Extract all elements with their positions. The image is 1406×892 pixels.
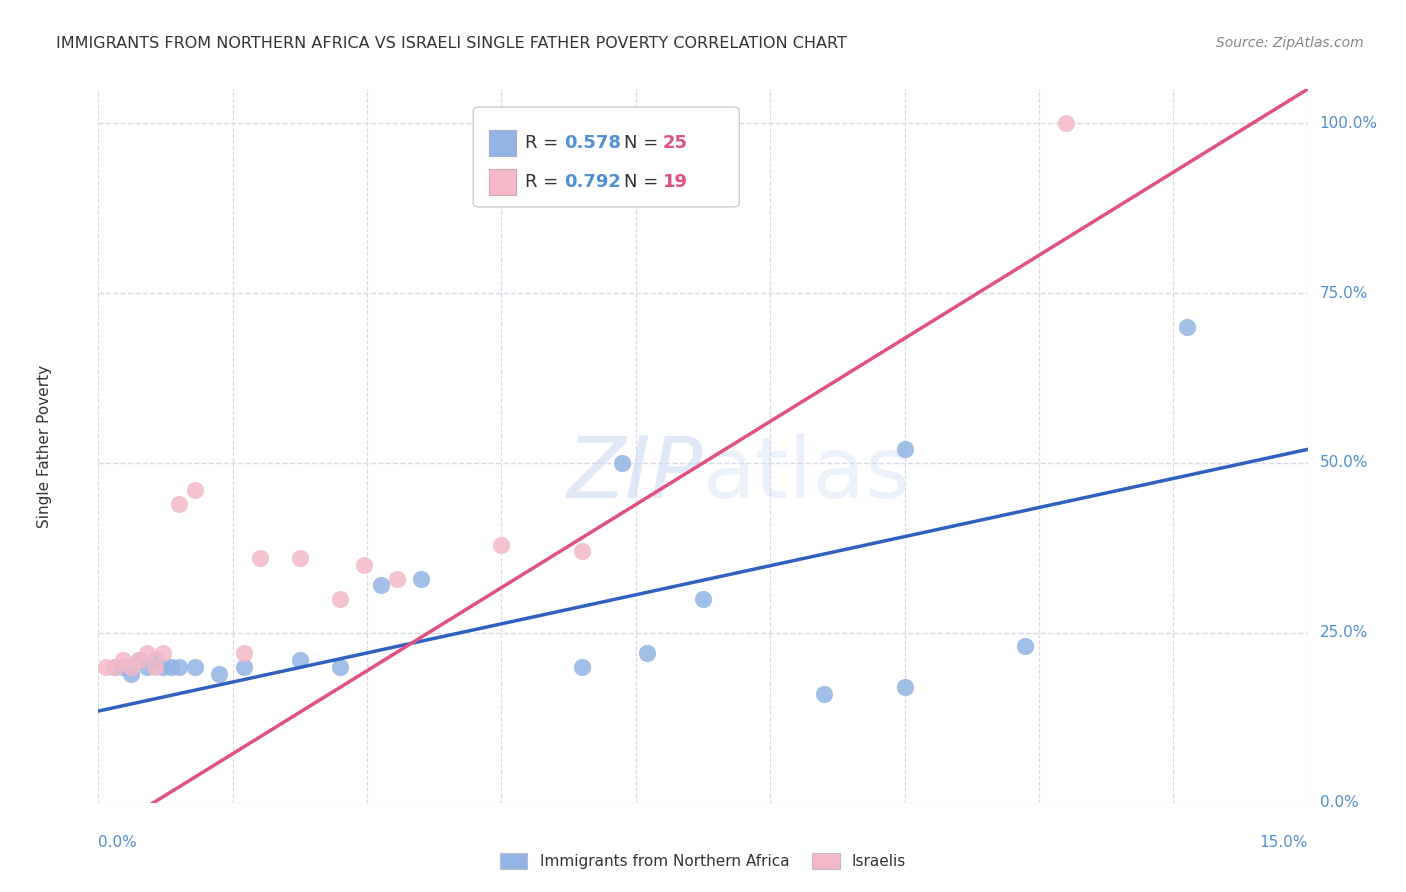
- Point: [491, 537, 513, 551]
- Point: [120, 666, 142, 681]
- Text: Single Father Poverty: Single Father Poverty: [37, 365, 52, 527]
- Point: [184, 483, 207, 498]
- Point: [571, 660, 593, 674]
- Point: [288, 653, 311, 667]
- Text: 75.0%: 75.0%: [1320, 285, 1368, 301]
- Point: [111, 660, 134, 674]
- Text: N =: N =: [624, 173, 665, 191]
- Text: 15.0%: 15.0%: [1260, 835, 1308, 850]
- Text: Source: ZipAtlas.com: Source: ZipAtlas.com: [1216, 36, 1364, 50]
- Point: [143, 660, 166, 674]
- Point: [167, 497, 190, 511]
- Point: [208, 666, 231, 681]
- Point: [1014, 640, 1036, 654]
- Point: [636, 646, 658, 660]
- Point: [232, 660, 254, 674]
- Point: [385, 572, 408, 586]
- Point: [143, 653, 166, 667]
- FancyBboxPatch shape: [474, 107, 740, 207]
- Text: 0.792: 0.792: [564, 173, 621, 191]
- Point: [152, 660, 174, 674]
- Text: 0.0%: 0.0%: [1320, 796, 1358, 810]
- Point: [167, 660, 190, 674]
- Text: 25.0%: 25.0%: [1320, 625, 1368, 640]
- Text: R =: R =: [526, 173, 564, 191]
- Point: [288, 551, 311, 566]
- Text: R =: R =: [526, 134, 564, 152]
- Point: [571, 544, 593, 558]
- Point: [893, 442, 915, 457]
- Bar: [489, 130, 516, 155]
- Point: [612, 456, 634, 470]
- Point: [370, 578, 392, 592]
- Text: 100.0%: 100.0%: [1320, 116, 1378, 131]
- Point: [103, 660, 125, 674]
- Point: [1054, 116, 1077, 130]
- Text: 25: 25: [664, 134, 688, 152]
- Legend: Immigrants from Northern Africa, Israelis: Immigrants from Northern Africa, Israeli…: [494, 847, 912, 875]
- Point: [409, 572, 432, 586]
- Text: N =: N =: [624, 134, 665, 152]
- Point: [329, 660, 352, 674]
- Point: [96, 660, 118, 674]
- Point: [111, 653, 134, 667]
- Text: 0.0%: 0.0%: [98, 835, 138, 850]
- Point: [813, 687, 835, 701]
- Bar: [489, 169, 516, 194]
- Point: [135, 646, 157, 660]
- Point: [1175, 320, 1198, 334]
- Point: [120, 660, 142, 674]
- Text: atlas: atlas: [703, 433, 911, 516]
- Text: 50.0%: 50.0%: [1320, 456, 1368, 470]
- Point: [893, 680, 915, 694]
- Point: [152, 646, 174, 660]
- Point: [184, 660, 207, 674]
- Text: IMMIGRANTS FROM NORTHERN AFRICA VS ISRAELI SINGLE FATHER POVERTY CORRELATION CHA: IMMIGRANTS FROM NORTHERN AFRICA VS ISRAE…: [56, 36, 846, 51]
- Point: [249, 551, 271, 566]
- Point: [135, 660, 157, 674]
- Point: [160, 660, 183, 674]
- Point: [103, 660, 125, 674]
- Point: [692, 591, 714, 606]
- Point: [128, 653, 150, 667]
- Point: [232, 646, 254, 660]
- Text: 0.578: 0.578: [564, 134, 621, 152]
- Point: [353, 558, 375, 572]
- Point: [128, 653, 150, 667]
- Point: [329, 591, 352, 606]
- Text: 19: 19: [664, 173, 688, 191]
- Text: ZIP: ZIP: [567, 433, 703, 516]
